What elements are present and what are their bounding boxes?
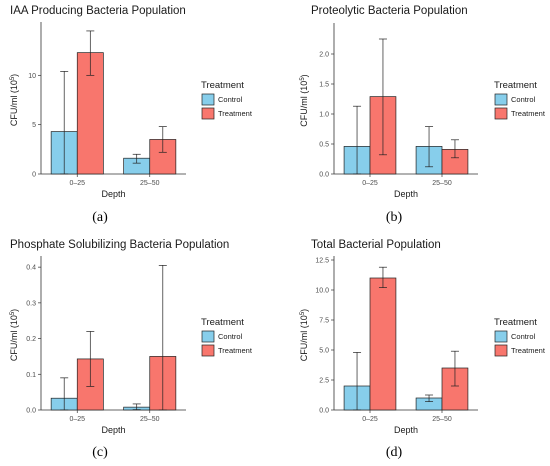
y-tick-label: 0 [32, 172, 36, 179]
panel-label: (a) [92, 210, 108, 225]
legend-key-control [201, 330, 215, 343]
legend-key-control [494, 93, 508, 106]
x-tick-label: 0–25 [69, 180, 85, 187]
panel-label: (c) [92, 445, 108, 460]
x-axis-label: Depth [394, 425, 418, 435]
x-tick-label: 0–25 [362, 416, 378, 423]
x-tick-label: 0–25 [69, 416, 85, 423]
y-axis-label: CFU/ml (105) [299, 309, 309, 361]
y-tick-label: 0.5 [319, 142, 329, 149]
chart-panel-3: Phosphate Solubilizing Bacteria Populati… [9, 239, 253, 460]
y-tick-label: 1.0 [319, 112, 329, 119]
legend-label: Treatment [218, 109, 253, 118]
panel-label: (d) [386, 445, 403, 460]
legend-label: Control [218, 95, 243, 104]
chart-title: Phosphate Solubilizing Bacteria Populati… [10, 239, 229, 251]
y-axis-label: CFU/ml (105) [9, 309, 19, 361]
y-tick-label: 2.0 [319, 52, 329, 59]
y-tick-label: 7.5 [319, 318, 329, 325]
x-tick-label: 25–50 [432, 180, 452, 187]
y-tick-label: 0.2 [26, 336, 36, 343]
chart-title: Total Bacterial Population [311, 239, 441, 251]
panel-label: (b) [386, 210, 403, 225]
chart-panel-2: Proteolytic Bacteria Population 0.0 0.5 1.0… [299, 5, 546, 225]
legend-key-treatment [494, 344, 508, 357]
y-tick-label: 0.4 [26, 265, 36, 272]
legend-title: Treatment [201, 317, 244, 328]
bar-treatment [369, 277, 397, 411]
legend-key-treatment [201, 107, 215, 120]
y-tick-label: 1.5 [319, 82, 329, 89]
y-axis-label: CFU/ml (105) [9, 74, 19, 126]
x-tick-label: 25–50 [432, 416, 452, 423]
y-axis-label: CFU/ml (105) [299, 74, 309, 126]
legend-label: Control [511, 332, 536, 341]
legend-key-treatment [494, 107, 508, 120]
y-tick-label: 0.0 [319, 172, 329, 179]
x-tick-label: 0–25 [362, 180, 378, 187]
y-tick-label: 5 [32, 122, 36, 129]
chart-panel-1: IAA Producing Bacteria Population 0 5 10 CFU… [9, 5, 253, 225]
legend-label: Control [511, 95, 536, 104]
chart-title: IAA Producing Bacteria Population [10, 5, 186, 17]
x-axis-label: Depth [394, 189, 418, 199]
y-tick-label: 10.0 [315, 288, 329, 295]
y-tick-label: 12.5 [315, 258, 329, 265]
legend-title: Treatment [494, 80, 537, 91]
legend-key-treatment [201, 344, 215, 357]
y-tick-label: 0.3 [26, 300, 36, 307]
legend-label: Treatment [511, 109, 546, 118]
legend-label: Control [218, 332, 243, 341]
legend-label: Treatment [218, 346, 253, 355]
y-tick-label: 10 [28, 73, 36, 80]
y-tick-label: 5.0 [319, 348, 329, 355]
x-axis-label: Depth [101, 189, 125, 199]
x-tick-label: 25–50 [140, 416, 160, 423]
x-axis-label: Depth [101, 425, 125, 435]
y-tick-label: 0.1 [26, 372, 36, 379]
y-tick-label: 2.5 [319, 378, 329, 385]
chart-title: Proteolytic Bacteria Population [311, 5, 468, 17]
y-tick-label: 0.0 [319, 408, 329, 415]
chart-panel-4: Total Bacterial Population 0.0 2.5 5.0 7.5 10… [299, 239, 546, 460]
legend-key-control [201, 93, 215, 106]
legend-title: Treatment [494, 317, 537, 328]
legend-label: Treatment [511, 346, 546, 355]
legend-key-control [494, 330, 508, 343]
x-tick-label: 25–50 [140, 180, 160, 187]
legend-title: Treatment [201, 80, 244, 91]
y-tick-label: 0.0 [26, 408, 36, 415]
